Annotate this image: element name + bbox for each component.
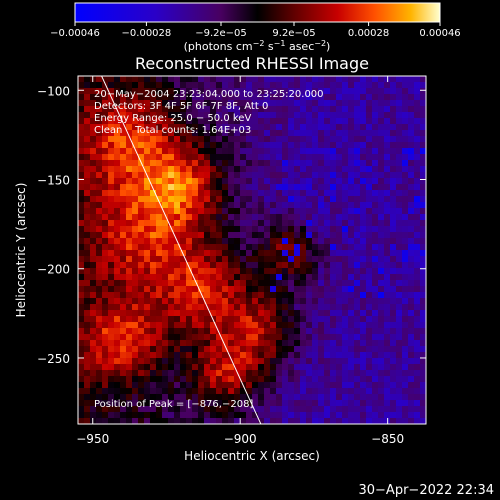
solar-limb-line (101, 76, 262, 424)
y-tick-label: −250 (37, 352, 70, 366)
colorbar-tick-label: 0.00046 (419, 28, 460, 39)
x-tick-label: −900 (224, 432, 257, 446)
y-tick-label: −200 (37, 263, 70, 277)
annotation-time: 20−May−2004 23:23:04.000 to 23:25:20.000 (94, 89, 324, 100)
annotations: 20−May−2004 23:23:04.000 to 23:25:20.000… (94, 89, 324, 410)
y-axis-label: Heliocentric Y (arcsec) (14, 183, 28, 318)
annotation-energy: Energy Range: 25.0 − 50.0 keV (94, 113, 251, 124)
x-tick-label: −950 (76, 432, 109, 446)
colorbar-tick-label: −9.2e−05 (195, 28, 247, 39)
footer-timestamp: 30−Apr−2022 22:34 (359, 483, 495, 498)
plot-frame (77, 75, 427, 425)
annotation-peak: Position of Peak = [−876,−208] (94, 399, 253, 410)
colorbar-tick-label: −0.00028 (122, 28, 172, 39)
x-tick-label: −850 (371, 432, 404, 446)
colorbar-units: (photons cm−2 s−1 asec−2) (184, 39, 331, 53)
chart-title: Reconstructed RHESSI Image (135, 54, 369, 73)
colorbar (74, 2, 441, 23)
colorbar-tick-label: 9.2e−05 (272, 28, 315, 39)
x-axis-label: Heliocentric X (arcsec) (184, 449, 320, 463)
colorbar-tick-label: −0.00046 (50, 28, 100, 39)
annotation-clean: Clean Total counts: 1.64E+03 (94, 125, 251, 136)
y-tick-label: −100 (37, 84, 70, 98)
y-axis-ticks: −100 −150 −200 −250 (37, 84, 426, 366)
annotation-detectors: Detectors: 3F 4F 5F 6F 7F 8F, Att 0 (94, 101, 268, 112)
colorbar-tick-label: 0.00028 (348, 28, 389, 39)
heatmap-image (78, 76, 426, 424)
x-axis-ticks: −950−900−850−800 (76, 76, 404, 446)
y-tick-label: −150 (37, 174, 70, 188)
colorbar-ticks: −0.00046 −0.00028 −9.2e−05 9.2e−05 0.00028 0.… (50, 22, 461, 39)
